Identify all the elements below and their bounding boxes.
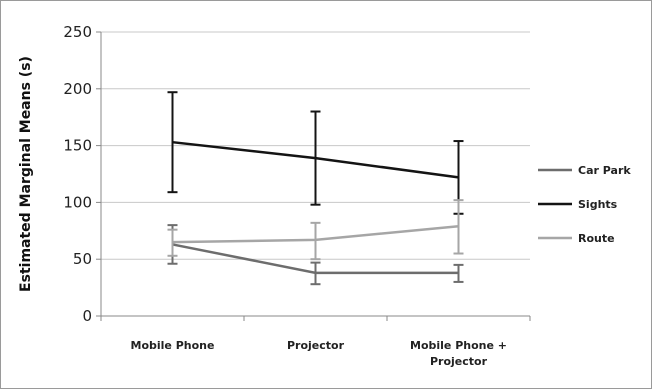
x-tick-label-line: Projector — [287, 339, 345, 352]
series-route — [167, 199, 464, 261]
y-axis-label: Estimated Marginal Means (s) — [18, 56, 34, 292]
series-group — [167, 91, 464, 286]
legend-label: Sights — [578, 198, 618, 211]
axes — [96, 31, 531, 321]
x-tick-labels: Mobile Phone Projector Mobile Phone + Proje… — [131, 339, 507, 368]
x-tick-label: Mobile Phone + Projector — [410, 339, 507, 368]
y-tick-label: 0 — [82, 307, 92, 325]
x-tick-label: Projector — [287, 339, 345, 352]
x-tick-label: Mobile Phone — [131, 339, 215, 352]
y-tick-label: 50 — [73, 250, 92, 268]
y-tick-labels: 0 50 100 150 200 250 — [63, 23, 92, 325]
legend-item: Route — [538, 232, 615, 245]
y-tick-label: 200 — [63, 80, 92, 98]
series-sights — [167, 91, 464, 215]
x-tick-label-line: Mobile Phone + — [410, 339, 507, 352]
x-tick-label-line: Projector — [430, 355, 488, 368]
x-tick-label-line: Mobile Phone — [131, 339, 215, 352]
legend: Car Park Sights Route — [538, 164, 631, 245]
legend-label: Route — [578, 232, 615, 245]
legend-item: Car Park — [538, 164, 631, 177]
y-tick-label: 150 — [63, 137, 92, 155]
legend-label: Car Park — [578, 164, 631, 177]
y-tick-label: 250 — [63, 23, 92, 41]
legend-item: Sights — [538, 198, 618, 211]
y-tick-label: 100 — [63, 193, 92, 211]
